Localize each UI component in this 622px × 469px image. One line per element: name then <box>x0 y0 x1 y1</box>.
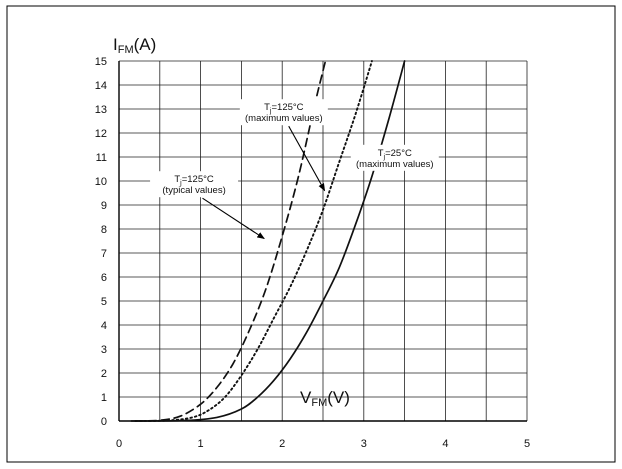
x-tick-label-1: 1 <box>198 438 204 450</box>
series-line-dashed <box>134 60 327 422</box>
y-tick-label-12: 12 <box>95 128 107 140</box>
annotation-sub: j <box>383 154 386 161</box>
y-tick-label-1: 1 <box>101 392 107 404</box>
annotation-2: Tj=25°C(maximum values) <box>350 144 439 171</box>
x-tick-label-5: 5 <box>524 438 530 450</box>
annotation-sub: j <box>269 108 272 115</box>
y-tick-label-10: 10 <box>95 176 107 188</box>
y-tick-label-9: 9 <box>101 200 107 212</box>
figure-frame <box>6 5 616 463</box>
annotation-bg-2 <box>350 144 439 171</box>
x-axis-title: VFM(V) <box>300 388 350 409</box>
annotation-rest: =125°C <box>182 174 214 185</box>
annotation-title-2: Tj=25°C <box>378 148 412 161</box>
annotation-bg-1 <box>150 171 239 198</box>
annotation-note-0: (maximum values) <box>245 113 323 124</box>
annotation-bg-0 <box>239 99 328 126</box>
annotation-note-1: (typical values) <box>162 185 225 196</box>
y-tick-label-4: 4 <box>101 320 107 332</box>
y-tick-label-0: 0 <box>101 416 107 428</box>
y-tick-label-2: 2 <box>101 368 107 380</box>
annotation-t: T <box>264 102 270 113</box>
x-tick-label-0: 0 <box>116 438 122 450</box>
y-tick-label-7: 7 <box>101 248 107 260</box>
annotation-arrow-1 <box>202 197 265 240</box>
y-tick-label-8: 8 <box>101 224 107 236</box>
y-tick-label-6: 6 <box>101 272 107 284</box>
annotation-sub: j <box>179 180 182 187</box>
y-axis-title: IFM(A) <box>113 35 156 56</box>
annotation-note-2: (maximum values) <box>356 159 434 170</box>
annotation-0: Tj=125°C(maximum values) <box>239 99 328 192</box>
annotation-1: Tj=125°C(typical values) <box>150 171 265 240</box>
x-tick-label-3: 3 <box>361 438 367 450</box>
y-tick-label-11: 11 <box>96 152 107 164</box>
x-tick-label-2: 2 <box>279 438 285 450</box>
annotation-rest: =25°C <box>385 148 412 159</box>
annotation-title-0: Tj=125°C <box>264 102 304 115</box>
annotation-arrow-0 <box>288 125 326 192</box>
y-tick-label-14: 14 <box>95 80 107 92</box>
x-tick-label-4: 4 <box>442 438 448 450</box>
annotation-rest: =125°C <box>271 102 303 113</box>
annotation-t: T <box>378 148 384 159</box>
series-line-dotted <box>134 60 373 422</box>
annotation-title-1: Tj=125°C <box>174 174 214 187</box>
y-tick-label-3: 3 <box>101 344 107 356</box>
y-tick-label-13: 13 <box>95 104 107 116</box>
series-line-solid <box>130 60 406 422</box>
y-tick-label-5: 5 <box>101 296 107 308</box>
y-tick-label-15: 15 <box>95 56 107 68</box>
annotation-t: T <box>174 174 180 185</box>
